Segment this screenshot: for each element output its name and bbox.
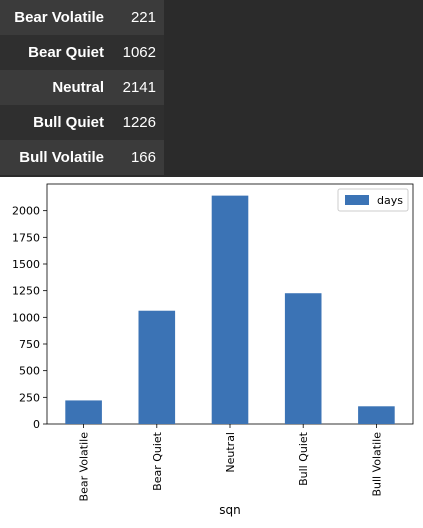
row-value: 2141 — [110, 70, 164, 105]
row-index-label: Bull Quiet — [0, 105, 110, 140]
table-row: Bear Volatile 221 — [0, 0, 164, 35]
y-tick-label: 250 — [19, 391, 40, 404]
y-tick-label: 1500 — [12, 258, 40, 271]
y-tick-label: 1750 — [12, 231, 40, 244]
y-tick-label: 2000 — [12, 205, 40, 218]
row-value: 221 — [110, 0, 164, 35]
row-value: 1226 — [110, 105, 164, 140]
row-index-label: Bull Volatile — [0, 140, 110, 175]
legend-box — [337, 188, 409, 212]
bar-chart: 0 250 500 750 1000 1250 1500 1750 2000 Bear Volat… — [12, 183, 414, 517]
table-row: Bull Quiet 1226 — [0, 105, 164, 140]
bar-bear-volatile — [65, 400, 102, 424]
legend-swatch — [345, 195, 369, 205]
dataframe-table: Bear Volatile 221 Bear Quiet 1062 Neutral 214… — [0, 0, 164, 175]
row-index-label: Neutral — [0, 70, 110, 105]
bar-bull-quiet — [284, 293, 322, 424]
row-value: 1062 — [110, 35, 164, 70]
y-tick-label: 1000 — [12, 311, 40, 324]
x-tick-label: Bear Volatile — [78, 432, 91, 502]
table-row: Neutral 2141 — [0, 70, 164, 105]
row-index-label: Bear Volatile — [0, 0, 110, 35]
x-tick-label: Neutral — [224, 432, 237, 473]
table-row: Bear Quiet 1062 — [0, 35, 164, 70]
y-tick-label: 0 — [33, 418, 40, 431]
bar-bull-volatile — [358, 406, 395, 424]
y-tick-label: 750 — [19, 338, 40, 351]
bar-neutral — [211, 195, 249, 424]
table-row: Bull Volatile 166 — [0, 140, 164, 175]
x-tick-label: Bull Volatile — [370, 432, 383, 497]
row-value: 166 — [110, 140, 164, 175]
x-tick-label: Bear Quiet — [151, 431, 164, 491]
row-index-label: Bear Quiet — [0, 35, 110, 70]
x-tick-label: Bull Quiet — [297, 431, 310, 486]
x-axis-label: sqn — [219, 503, 240, 517]
y-tick-label: 1250 — [12, 285, 40, 298]
bar-bear-quiet — [138, 310, 176, 424]
y-tick-label: 500 — [19, 365, 40, 378]
chart-container: 0 250 500 750 1000 1250 1500 1750 2000 Bear Volat… — [0, 177, 423, 523]
legend-label: days — [377, 194, 403, 207]
